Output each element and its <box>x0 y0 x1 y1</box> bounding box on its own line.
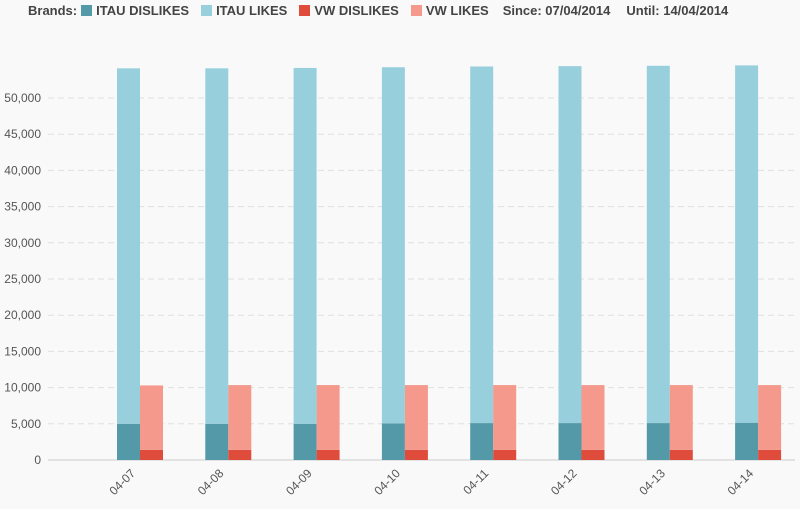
bar-vw-dislikes-04-08[interactable] <box>228 449 252 460</box>
y-tick-label: 20,000 <box>4 308 41 322</box>
bar-vw-dislikes-04-13[interactable] <box>669 449 693 460</box>
bar-vw-dislikes-04-10[interactable] <box>404 449 428 460</box>
y-tick-label: 30,000 <box>4 236 41 250</box>
legend-item-label: VW DISLIKES <box>314 2 399 18</box>
x-tick-label: 04-08 <box>195 466 227 498</box>
bar-itau-dislikes-04-08[interactable] <box>205 423 229 460</box>
date-range-until: Until: 14/04/2014 <box>626 2 729 18</box>
legend-swatch <box>81 4 93 16</box>
bar-itau-dislikes-04-14[interactable] <box>735 422 759 460</box>
y-axis: 0 5,000 10,000 15,000 20,000 25,000 30,000 35,0… <box>4 91 41 467</box>
y-tick-label: 5,000 <box>11 417 41 431</box>
bar-itau-dislikes-04-09[interactable] <box>293 423 317 460</box>
bar-itau-likes-04-13[interactable] <box>646 65 670 424</box>
legend-label: Brands: <box>28 2 78 18</box>
bar-vw-likes-04-10[interactable] <box>404 385 428 450</box>
bar-vw-likes-04-11[interactable] <box>493 385 517 450</box>
legend-swatch <box>410 4 422 16</box>
x-tick-label: 04-07 <box>107 466 139 498</box>
bar-itau-likes-04-11[interactable] <box>470 66 494 424</box>
legend-item-label: ITAU LIKES <box>216 2 288 18</box>
bar-itau-dislikes-04-10[interactable] <box>381 423 405 460</box>
x-tick-label: 04-14 <box>725 466 757 498</box>
bar-itau-likes-04-09[interactable] <box>293 67 317 424</box>
bar-itau-dislikes-04-07[interactable] <box>117 423 140 460</box>
bar-vw-dislikes-04-09[interactable] <box>316 449 340 460</box>
legend-item-vw-likes[interactable]: VW LIKES <box>410 2 489 18</box>
legend-item-label: ITAU DISLIKES <box>96 2 190 18</box>
bar-itau-likes-04-10[interactable] <box>381 67 405 424</box>
bar-vw-likes-04-09[interactable] <box>316 385 340 450</box>
legend-swatch <box>201 4 213 16</box>
x-tick-label: 04-12 <box>548 466 580 498</box>
bar-vw-likes-04-13[interactable] <box>669 385 693 450</box>
bar-itau-dislikes-04-12[interactable] <box>558 423 582 460</box>
bar-itau-likes-04-14[interactable] <box>735 65 759 423</box>
y-tick-label: 50,000 <box>4 91 41 105</box>
y-tick-label: 40,000 <box>4 163 41 177</box>
x-tick-label: 04-10 <box>371 466 403 498</box>
legend-item-label: VW LIKES <box>425 2 489 18</box>
bar-vw-likes-04-07[interactable] <box>140 385 163 450</box>
date-range-since: Since: 07/04/2014 <box>502 2 611 18</box>
bar-itau-dislikes-04-11[interactable] <box>470 423 494 460</box>
x-tick-label: 04-11 <box>460 466 491 497</box>
bar-vw-likes-04-14[interactable] <box>758 385 782 450</box>
legend-item-itau-dislikes[interactable]: ITAU DISLIKES <box>81 3 189 18</box>
legend-item-itau-likes[interactable]: ITAU LIKES <box>201 3 287 18</box>
bar-vw-dislikes-04-07[interactable] <box>140 449 163 460</box>
y-tick-label: 0 <box>34 453 41 467</box>
y-tick-label: 35,000 <box>4 200 41 214</box>
y-tick-label: 45,000 <box>4 127 41 141</box>
legend-swatch <box>299 4 311 16</box>
legend-item-vw-dislikes[interactable]: VW DISLIKES <box>299 3 399 18</box>
bar-vw-dislikes-04-14[interactable] <box>758 449 782 460</box>
bar-vw-likes-04-08[interactable] <box>228 385 252 450</box>
y-tick-label: 15,000 <box>4 344 41 358</box>
bar-itau-likes-04-08[interactable] <box>205 68 229 424</box>
y-tick-label: 25,000 <box>4 272 41 286</box>
chart-legend: Brands: ITAU DISLIKES ITAU LIKES VW DISL… <box>0 0 800 20</box>
x-tick-label: 04-09 <box>283 466 315 498</box>
bar-itau-dislikes-04-13[interactable] <box>646 423 670 460</box>
bar-vw-likes-04-12[interactable] <box>581 385 605 450</box>
bar-group <box>117 65 782 460</box>
x-tick-label: 04-13 <box>636 466 668 498</box>
bar-vw-dislikes-04-12[interactable] <box>581 449 605 460</box>
bar-itau-likes-04-07[interactable] <box>117 68 140 424</box>
bar-itau-likes-04-12[interactable] <box>558 66 582 424</box>
bar-vw-dislikes-04-11[interactable] <box>493 449 517 460</box>
x-axis: 04-07 04-08 04-09 04-10 04-11 04-12 04-13 04-14 <box>107 466 757 498</box>
y-tick-label: 10,000 <box>4 381 41 395</box>
